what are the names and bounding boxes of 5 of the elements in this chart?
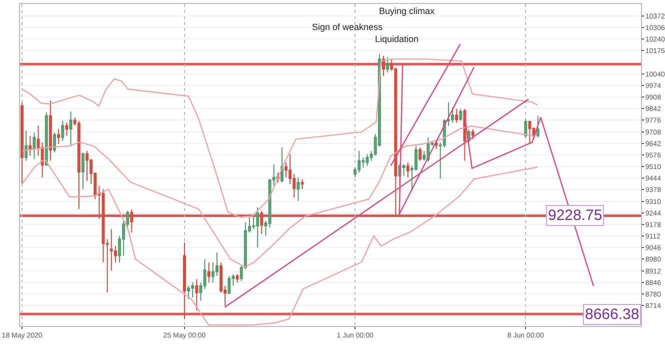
ref-line-label: 9228.75 xyxy=(548,207,602,224)
annotation: Sign of weakness xyxy=(312,22,384,32)
annotation: Liquidation xyxy=(375,34,419,44)
annotation: Buying climax xyxy=(379,6,436,16)
ref-line-label: 8666.38 xyxy=(585,306,640,323)
